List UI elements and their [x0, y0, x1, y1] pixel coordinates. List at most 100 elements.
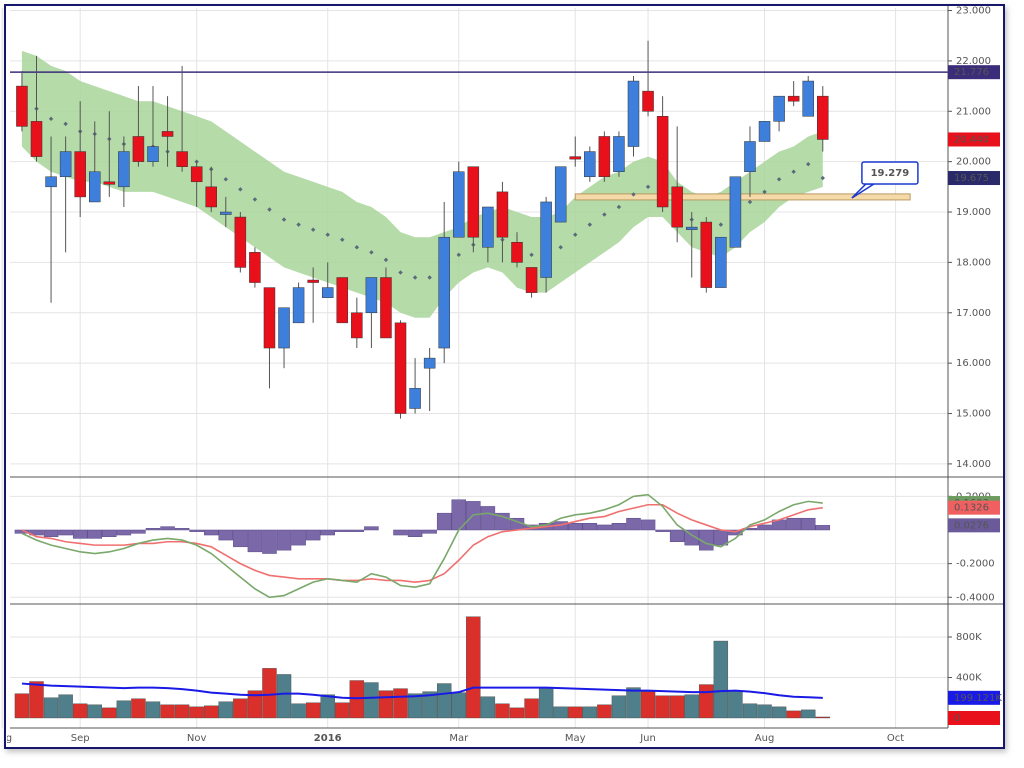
middle-dot	[776, 177, 782, 182]
price-marker-label: 0.1326	[954, 503, 989, 514]
price-marker	[948, 132, 1000, 147]
candle-body	[30, 121, 43, 157]
middle-dot	[252, 197, 258, 202]
histogram-bar	[393, 529, 408, 536]
volume-bar	[174, 704, 190, 719]
volume-bar	[102, 707, 117, 719]
middle-dot	[296, 222, 301, 227]
signal-line	[21, 503, 823, 583]
candle-body	[685, 226, 698, 230]
price-marker-label: 21.776	[954, 67, 989, 78]
middle-dot	[369, 250, 374, 255]
candle-body	[729, 176, 742, 248]
candle-body	[496, 191, 509, 238]
volume-bar	[582, 706, 598, 719]
x-tick-label: May	[565, 733, 586, 744]
volume-bar	[436, 683, 452, 719]
average-line	[21, 682, 823, 700]
candle-body	[584, 151, 596, 178]
volume-bar	[597, 704, 612, 719]
y-tick-label: 17.000	[956, 308, 991, 319]
price-marker-label: 199.121K	[954, 693, 1002, 704]
candle-body	[59, 151, 72, 178]
histogram-bar	[116, 529, 132, 536]
middle-dot	[427, 275, 432, 280]
volume-bar	[815, 716, 830, 719]
histogram-bar	[335, 529, 350, 532]
candle-body	[234, 216, 247, 268]
histogram-bar	[87, 529, 102, 539]
volume-bar	[145, 701, 161, 719]
middle-dot	[48, 116, 54, 122]
candle-body	[627, 80, 640, 147]
histogram-bar	[757, 524, 772, 531]
histogram-bar	[582, 523, 598, 531]
x-tick-label: Nov	[187, 733, 207, 744]
y-tick-label: 20.000	[956, 157, 991, 168]
middle-dot	[718, 222, 724, 227]
middle-dot	[558, 245, 563, 250]
histogram-bar	[364, 526, 379, 531]
middle-dot	[631, 192, 636, 197]
candle-body	[700, 221, 713, 288]
candle-body	[598, 136, 611, 178]
middle-dot	[398, 270, 403, 275]
candle-body	[671, 186, 683, 228]
candle-body	[292, 287, 305, 324]
volume-bar	[407, 693, 423, 719]
histogram-bar	[291, 529, 306, 546]
volume-bar	[713, 640, 729, 719]
middle-dot	[310, 227, 316, 232]
candle-body	[205, 186, 217, 208]
candle-body	[787, 95, 800, 102]
volume-bar	[742, 703, 758, 719]
volume-bar	[305, 702, 321, 719]
volume-bar	[451, 692, 466, 719]
histogram-bar	[684, 529, 699, 546]
histogram-bar	[669, 529, 685, 543]
candle-body	[103, 181, 116, 185]
volume-bar	[393, 688, 408, 719]
histogram-bar	[713, 529, 729, 546]
x-tick-label: Aug	[755, 733, 775, 744]
volume-bar	[422, 691, 437, 719]
histogram-bar	[247, 529, 263, 553]
candle-body	[132, 136, 145, 162]
x-tick-label: Oct	[887, 733, 904, 744]
candle-body	[511, 241, 523, 263]
volume-bar	[14, 693, 30, 719]
histogram-bar	[567, 523, 583, 531]
histogram-bar	[102, 529, 117, 537]
middle-dot	[747, 199, 753, 205]
candle-body	[380, 277, 392, 339]
histogram-bar	[43, 529, 59, 537]
y-tick-label: 800K	[956, 632, 982, 643]
candle-body	[438, 236, 450, 349]
middle-dot	[354, 245, 360, 250]
price-marker	[948, 710, 1000, 725]
histogram-bar	[786, 517, 801, 531]
candle-body	[758, 121, 771, 142]
x-tick-label: Jun	[639, 733, 656, 744]
histogram-bar	[626, 517, 641, 531]
histogram-bar	[203, 529, 219, 536]
volume-bar	[728, 690, 743, 719]
middle-dot	[573, 232, 578, 237]
candle-body	[74, 151, 86, 198]
histogram-bar	[131, 529, 146, 534]
volume-bar	[320, 694, 335, 719]
middle-dot	[791, 169, 796, 174]
x-tick-label: 2016	[314, 733, 342, 744]
candle-body	[642, 90, 654, 112]
callout-box	[861, 161, 919, 185]
middle-dot	[223, 177, 228, 182]
candle-body	[540, 201, 552, 278]
histogram-bar	[611, 523, 627, 531]
candle-body	[817, 95, 829, 140]
volume-bar	[684, 694, 699, 719]
middle-dot	[529, 252, 534, 258]
middle-dot	[806, 161, 811, 167]
volume-bar	[116, 700, 132, 719]
candle-body	[278, 307, 290, 349]
